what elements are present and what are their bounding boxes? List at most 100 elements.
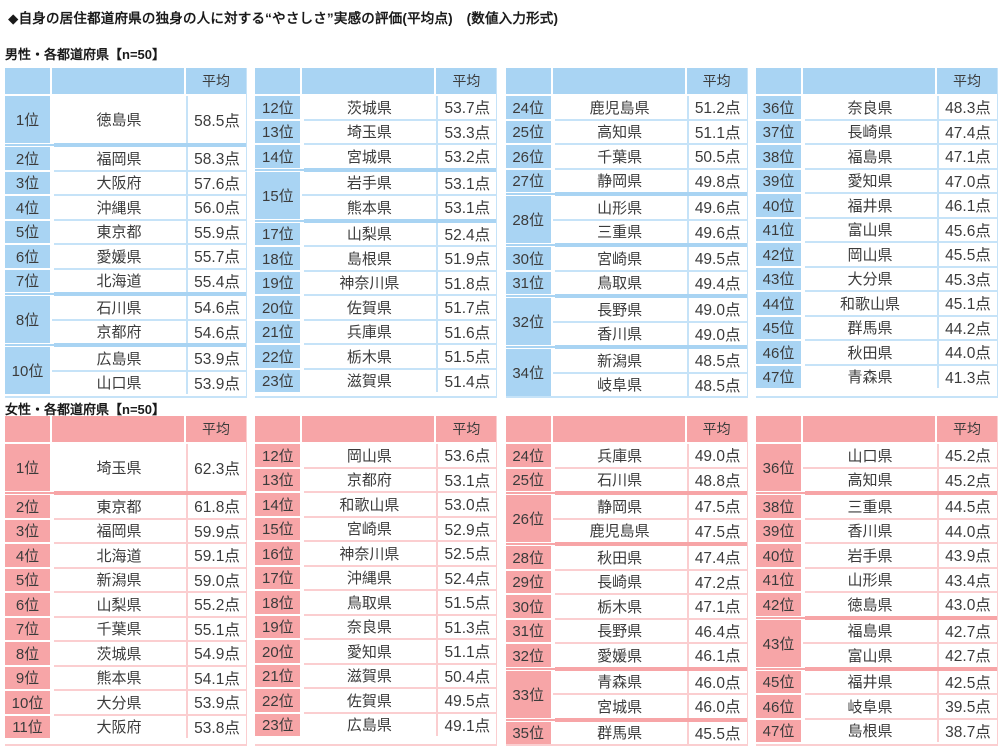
- row-separator: [755, 290, 997, 292]
- row-separator: [255, 613, 497, 616]
- table-row: 茨城県 53.7点: [302, 96, 496, 119]
- rank-group-row: 46位 岐阜県 39.5点: [755, 695, 997, 718]
- table-row: 佐賀県 51.7点: [302, 296, 496, 319]
- table-row: 鳥取県 49.4点: [553, 271, 747, 294]
- rank-cell: 2位: [5, 147, 52, 170]
- table-row: 鳥取県 51.5点: [302, 591, 496, 614]
- rank-group-row: 3位 福岡県 59.9点: [5, 519, 246, 542]
- row-separator: [505, 568, 747, 571]
- rank-cell: 11位: [5, 715, 52, 738]
- row-separator: [255, 118, 497, 121]
- rank-cell: 32位: [505, 644, 553, 667]
- row-separator: [505, 167, 747, 170]
- score-cell: 51.1点: [686, 120, 747, 143]
- table-row: 沖縄県 56.0点: [52, 196, 246, 219]
- prefecture-column-header: [52, 416, 186, 442]
- rank-cell: 39位: [755, 519, 803, 542]
- prefecture-cell: 群馬県: [597, 725, 643, 743]
- prefecture-cell: 埼玉県: [96, 460, 142, 477]
- rank-cell: 25位: [505, 468, 553, 491]
- rank-group-row: 38位 三重県 44.5点: [755, 495, 997, 518]
- rank-group-row: 24位 鹿児島県 51.2点: [505, 96, 747, 119]
- row-separator: [255, 294, 497, 296]
- score-cell: 51.8点: [436, 271, 496, 294]
- table-row: 北海道 59.1点: [52, 544, 246, 567]
- score-cell: 54.6点: [186, 320, 246, 343]
- table-row: 山口県 53.9点: [52, 369, 246, 394]
- rank-cell: 46位: [755, 695, 803, 718]
- rank-group-row: 19位 奈良県 51.3点: [255, 615, 496, 638]
- row-separator: [505, 143, 747, 145]
- row-separator: [755, 615, 997, 620]
- rank-cell: 3位: [5, 519, 52, 542]
- rank-group-row: 37位 長崎県 47.4点: [755, 120, 997, 143]
- score-cell: 51.3点: [436, 615, 496, 638]
- rank-cell: 43位: [755, 267, 803, 290]
- score-cell: 51.7点: [436, 296, 496, 319]
- score-cell: 56.0点: [186, 196, 246, 219]
- row-separator: [505, 118, 747, 121]
- rank-group-row: 13位 埼玉県 53.3点: [255, 120, 496, 143]
- prefecture-cell: 愛媛県: [96, 248, 142, 266]
- prefecture-cell: 奈良県: [346, 619, 392, 637]
- prefecture-cell: 岡山県: [346, 447, 392, 465]
- prefecture-cell: 長野県: [597, 301, 643, 319]
- table-row: 香川県 49.0点: [552, 320, 747, 345]
- rank-group-row: 12位 茨城県 53.7点: [255, 96, 496, 119]
- score-cell: 47.2点: [686, 570, 747, 593]
- prefecture-cell: 新潟県: [597, 352, 643, 370]
- rank-group-row: 10位 大分県 53.9点: [5, 691, 246, 714]
- rank-cell: 47位: [755, 719, 803, 742]
- prefecture-column-header: [552, 416, 687, 442]
- prefecture-cell: 千葉県: [597, 148, 643, 166]
- table-row: 岩手県 53.1点: [302, 171, 496, 194]
- rank-cell: 37位: [755, 120, 803, 143]
- score-cell: 44.2点: [936, 316, 997, 339]
- rank-group-row: 38位 福島県 47.1点: [755, 145, 997, 168]
- prefecture-cell: 宮崎県: [597, 250, 643, 268]
- rank-group-row: 3位 大阪府 57.6点: [5, 171, 246, 194]
- row-separator: [755, 167, 997, 170]
- rank-cell: 1位: [5, 444, 52, 491]
- prefecture-cell: 栃木県: [346, 348, 392, 366]
- score-cell: 55.4点: [186, 269, 246, 292]
- row-separator: [5, 267, 246, 270]
- rank-group-row: 32位 愛媛県 46.1点: [505, 644, 747, 667]
- score-cell: 46.4点: [686, 619, 747, 642]
- avg-column-header: 平均: [436, 68, 497, 94]
- row-separator: [5, 169, 246, 172]
- score-cell: 55.7点: [186, 245, 246, 268]
- rank-cell: 38位: [755, 145, 803, 168]
- prefecture-column-header: [302, 68, 437, 94]
- score-cell: 44.5点: [936, 495, 997, 518]
- rank-group-row: 47位 島根県 38.7点: [755, 719, 997, 742]
- rank-group-row: 24位 兵庫県 49.0点: [505, 444, 747, 467]
- score-cell: 49.5点: [686, 247, 747, 270]
- rank-group-row: 18位 鳥取県 51.5点: [255, 591, 496, 614]
- prefecture-cell: 兵庫県: [597, 447, 643, 465]
- rank-group-row: 17位 山梨県 52.4点: [255, 222, 496, 245]
- prefecture-cell: 岡山県: [847, 246, 893, 264]
- score-cell: 53.9点: [186, 371, 246, 394]
- rank-group-row: 43位 福島県 42.7点 富山県 42.7点: [755, 619, 997, 667]
- rank-group-row: 6位 愛媛県 55.7点: [5, 245, 246, 268]
- table-header-row: 平均: [5, 68, 246, 96]
- rank-group-row: 9位 熊本県 54.1点: [5, 666, 246, 689]
- score-cell: 52.5点: [436, 542, 496, 565]
- table-row: 東京都 61.8点: [52, 495, 246, 518]
- rank-cell: 10位: [5, 347, 52, 394]
- table-row: 奈良県 51.3点: [302, 615, 496, 638]
- male-tables: 平均 1位 徳島県 58.5点 2位 福岡県 58.3点 3位 大阪府 57.6点 4位 沖縄県 56.…: [5, 68, 998, 398]
- row-separator: [505, 617, 747, 620]
- prefecture-cell: 新潟県: [96, 572, 142, 590]
- prefecture-cell: 福井県: [847, 674, 893, 692]
- prefecture-cell: 三重県: [847, 498, 893, 516]
- rank-column-header: [255, 416, 303, 442]
- avg-column-header: 平均: [436, 416, 497, 442]
- score-cell: 45.6点: [936, 218, 997, 241]
- prefecture-cell: 福島県: [847, 148, 893, 166]
- score-cell: 38.7点: [936, 719, 997, 742]
- table-row: 福岡県 58.3点: [52, 147, 246, 170]
- table-row: 熊本県 54.1点: [52, 666, 246, 689]
- rank-group-row: 5位 新潟県 59.0点: [5, 568, 246, 591]
